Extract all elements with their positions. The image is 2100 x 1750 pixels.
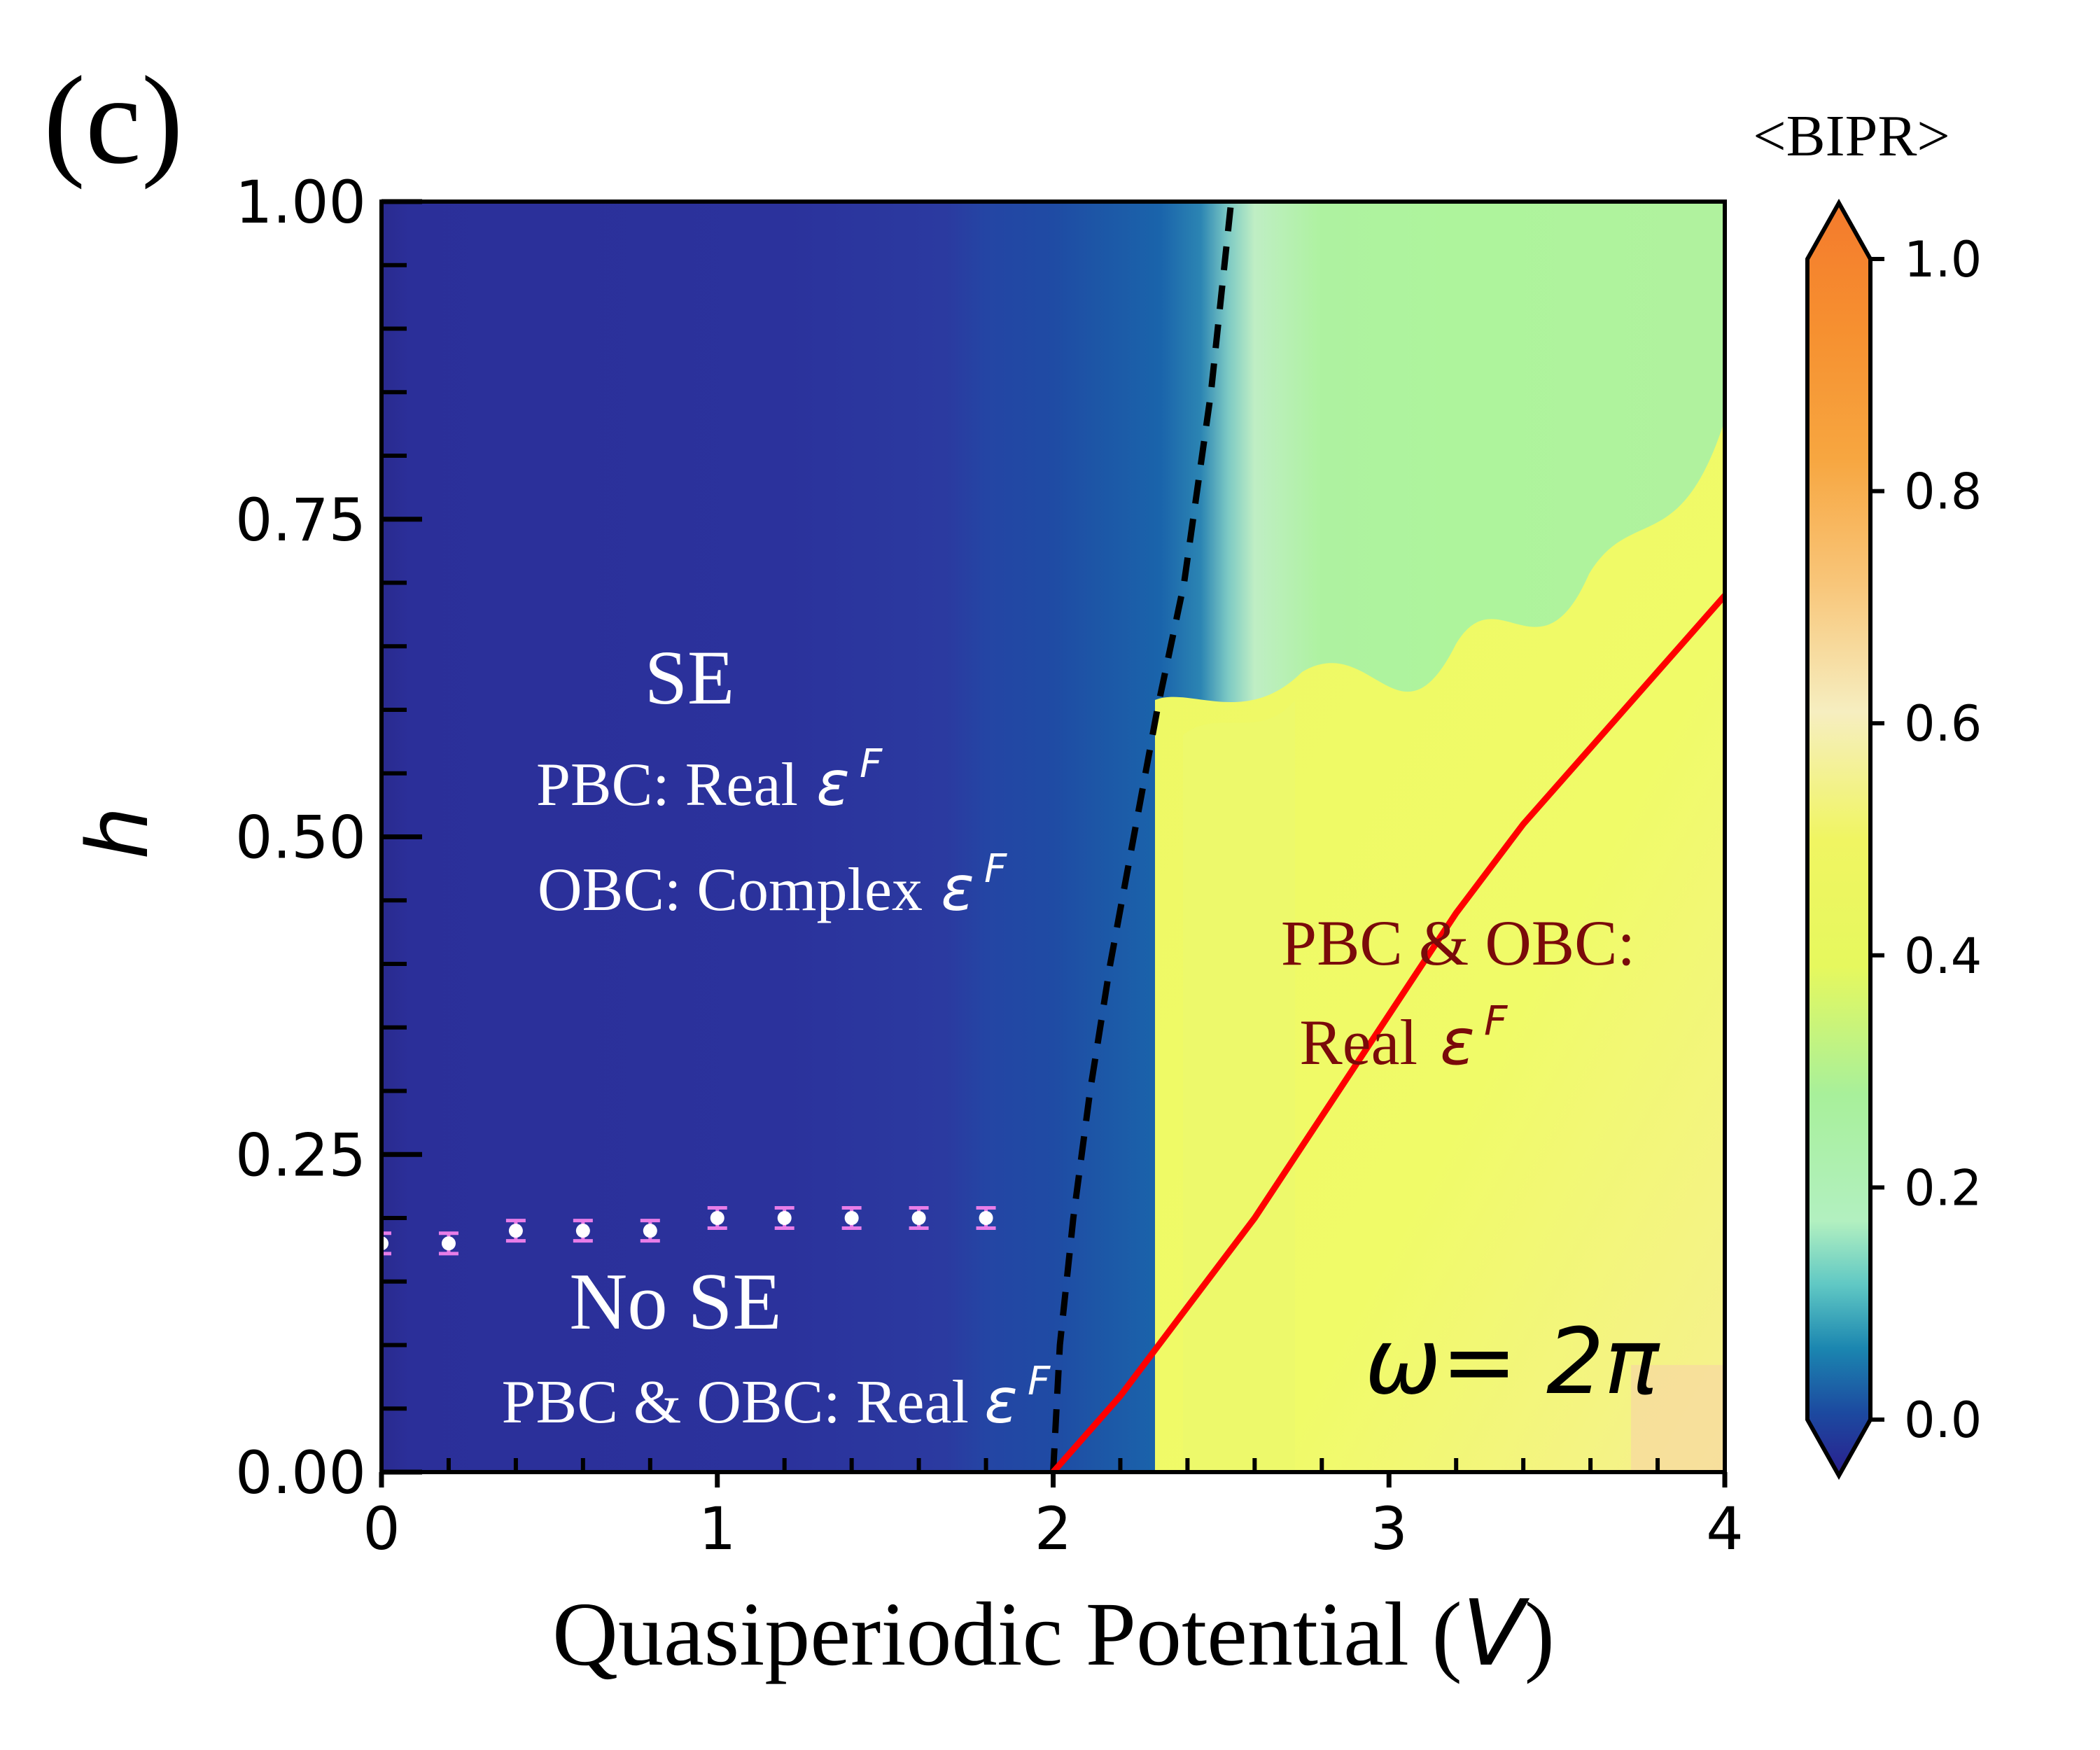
right-eps-sup: F: [1484, 997, 1508, 1044]
colorbar-tick-label: 0.6: [1904, 695, 1982, 752]
nose-title: No SE: [569, 1257, 782, 1346]
y-axis-label: h: [70, 806, 167, 860]
data-point: [844, 1211, 859, 1225]
y-tick-label: 0.50: [235, 804, 366, 872]
x-axis-label: Quasiperiodic Potential (V): [552, 1580, 1555, 1686]
y-tick-label: 1.00: [235, 168, 366, 237]
colorbar-body: [1805, 198, 1872, 1480]
x-tick-label: 4: [1706, 1494, 1743, 1563]
right-eps: ε: [1440, 1004, 1475, 1079]
right-line1: PBC & OBC:: [1281, 907, 1635, 979]
se-obc-eps-sup: F: [984, 846, 1007, 892]
colorbar-tick-label: 1.0: [1904, 231, 1982, 288]
colorbar-tick-label: 0.0: [1904, 1392, 1982, 1449]
nose-eps: ε: [984, 1365, 1018, 1437]
colorbar-ticks: 0.0 0.2 0.4 0.6 0.8 1.0: [1870, 231, 1982, 1449]
data-point: [508, 1224, 523, 1238]
data-point: [979, 1211, 993, 1225]
se-obc-eps: ε: [941, 853, 974, 925]
data-point: [911, 1211, 926, 1225]
right-line2-label: Real: [1299, 1007, 1418, 1078]
annotations: SE PBC: Real ε F OBC: Complex ε F No SE …: [502, 635, 1660, 1437]
colorbar: <BIPR> 0.0 0.2 0.4 0.6 0.8 1.0: [1753, 104, 1982, 1480]
colorbar-tick-label: 0.4: [1904, 927, 1982, 985]
x-tick-label: 0: [363, 1494, 400, 1563]
nose-eps-sup: F: [1028, 1359, 1051, 1404]
axes-layer: 0 1 2 3 4 0.00 0.25 0.50 0.75 1.00: [235, 168, 1744, 1563]
nose-line-label: PBC & OBC: Real: [502, 1368, 969, 1436]
data-point: [710, 1211, 724, 1225]
x-tick-label: 3: [1371, 1494, 1408, 1563]
data-point: [441, 1236, 456, 1251]
colorbar-title: <BIPR>: [1753, 104, 1950, 169]
data-point: [777, 1211, 792, 1225]
x-tick-label: 2: [1035, 1494, 1072, 1563]
se-pbc-label: PBC: Real: [536, 751, 798, 819]
heatmap: [382, 202, 1725, 1472]
x-tick-label: 1: [699, 1494, 736, 1563]
dashed-boundary-line: [1050, 202, 1235, 1472]
y-tick-label: 0.00: [235, 1438, 366, 1507]
data-point: [643, 1224, 657, 1238]
se-obc-label: OBC: Complex: [538, 856, 923, 924]
omega-label: ω= 2π: [1365, 1308, 1660, 1415]
red-boundary-line: [1051, 593, 1725, 1472]
heatmap-yellow-region: [1155, 420, 1725, 1472]
se-pbc-eps-sup: F: [860, 741, 883, 787]
y-tick-label: 0.75: [235, 486, 366, 554]
y-tick-label: 0.25: [235, 1121, 366, 1189]
se-title: SE: [645, 635, 734, 720]
se-pbc-eps: ε: [816, 748, 850, 820]
panel-label: (c): [43, 50, 183, 190]
colorbar-tick-label: 0.8: [1904, 463, 1982, 521]
heatmap-orange-corner: [1631, 1365, 1725, 1472]
colorbar-tick-label: 0.2: [1904, 1159, 1982, 1217]
data-point: [575, 1224, 590, 1238]
heatmap-yellow-fringe: [1183, 700, 1295, 1472]
